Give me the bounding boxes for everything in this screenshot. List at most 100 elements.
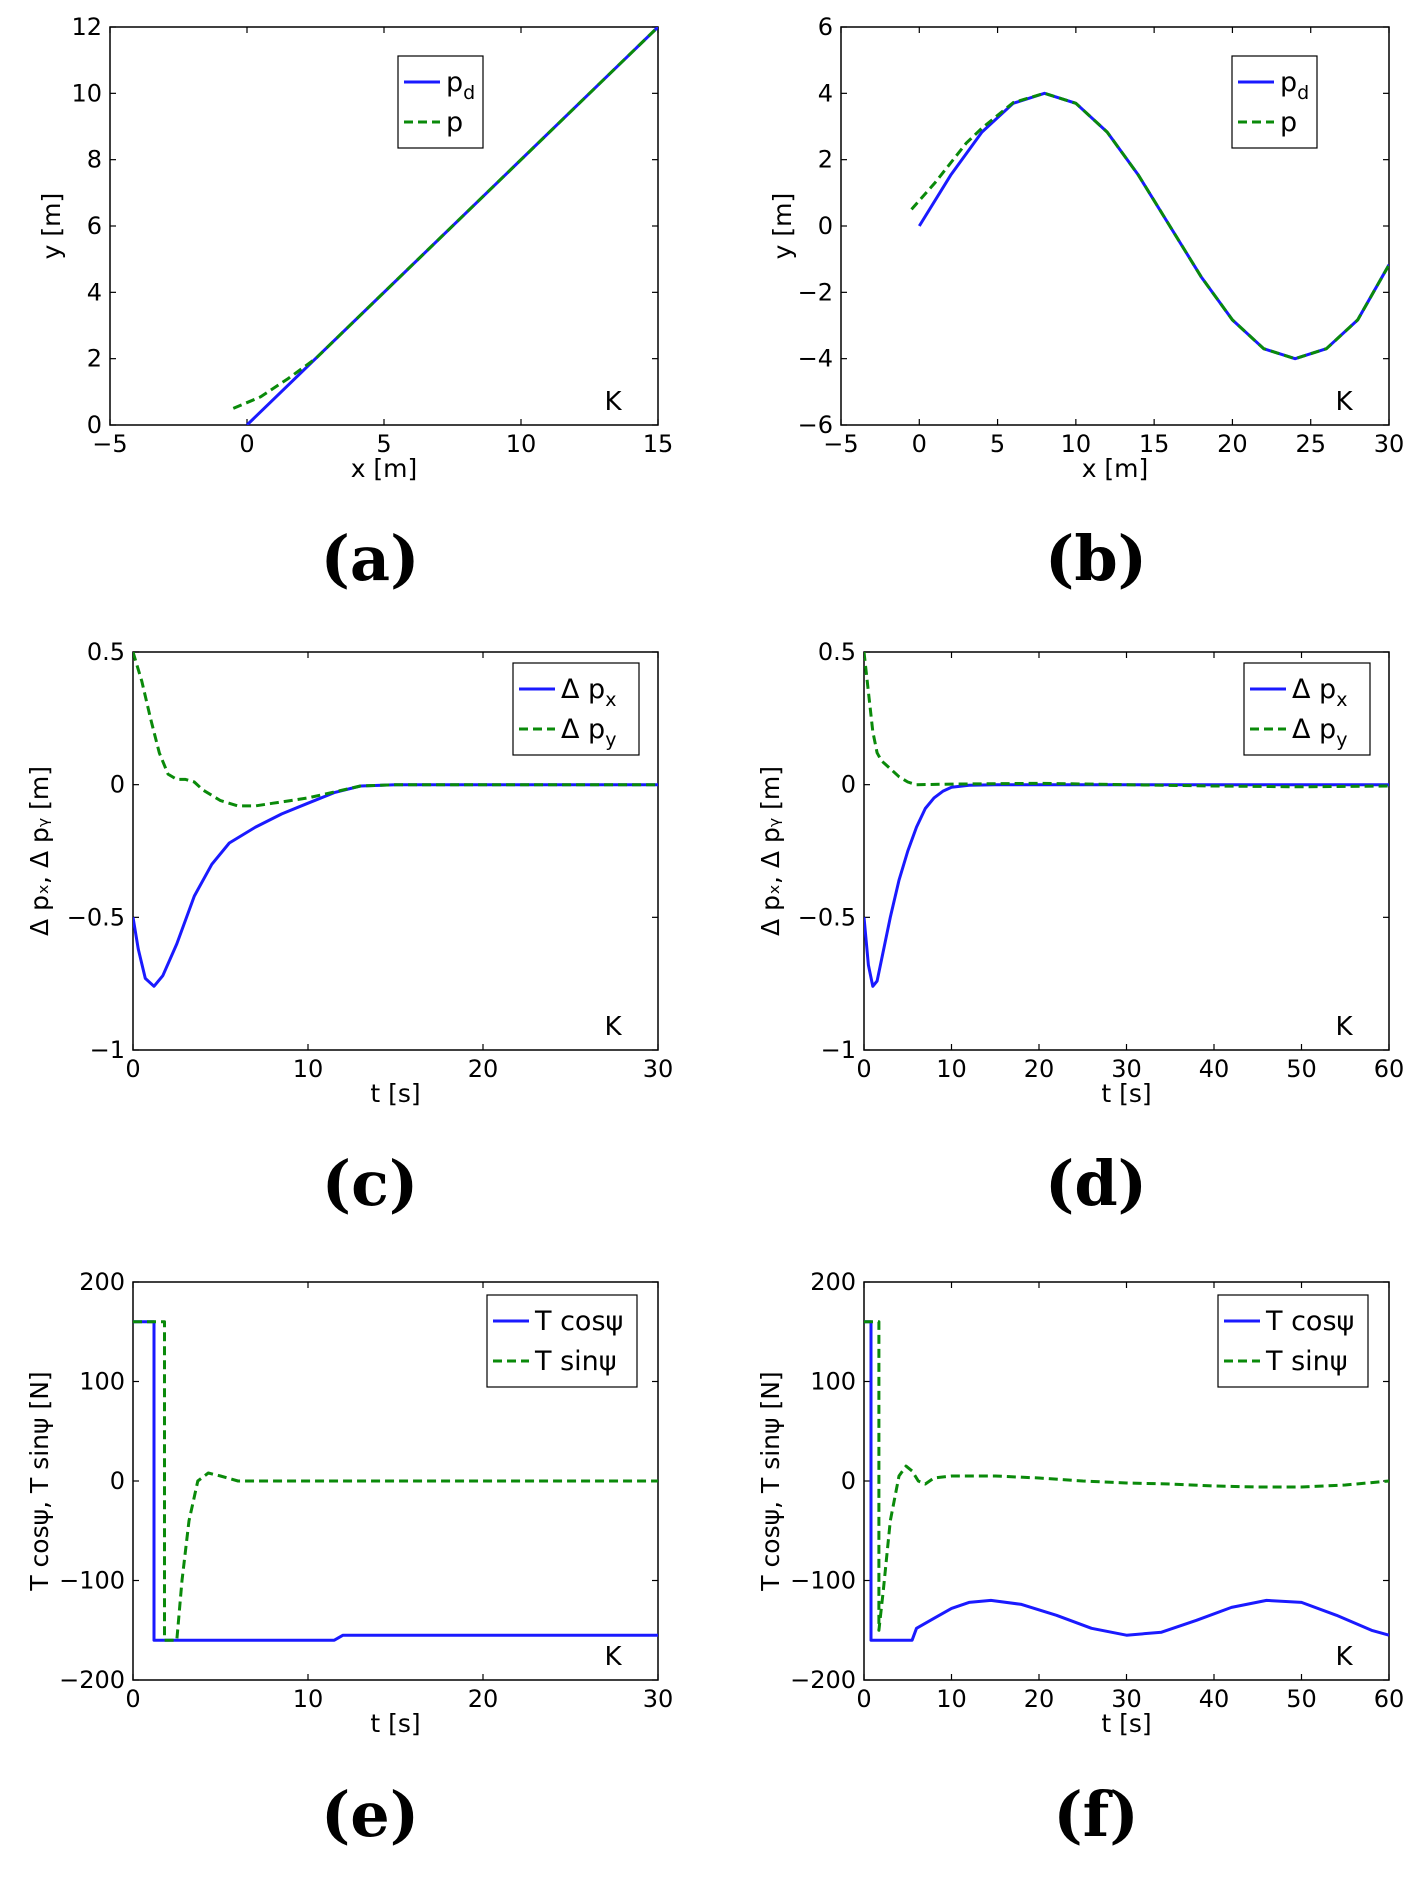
legend-entry-base: p (1280, 107, 1297, 138)
y-axis-label: T cosψ, T sinψ [N] (25, 1371, 54, 1591)
y-tick-label: 0 (110, 1467, 125, 1495)
legend-entry-base: T sinψ (1265, 1346, 1348, 1377)
y-tick-label: −1 (90, 1036, 125, 1064)
legend-entry-subscript: d (463, 82, 475, 104)
x-axis-label: t [s] (370, 1079, 420, 1108)
corner-k-label: K (604, 387, 622, 417)
legend-entry-base: T cosψ (534, 1306, 623, 1337)
x-axis-label: t [s] (370, 1709, 420, 1738)
legend-entry-desired: T cosψ (1265, 1306, 1354, 1337)
x-tick-label: 40 (1199, 1685, 1230, 1713)
series-line-actual (864, 652, 1389, 789)
x-tick-label: 30 (1111, 1055, 1142, 1083)
legend-entry-subscript: y (605, 729, 616, 751)
chart-panel-c: 0 10 20 30 −1 −0.5 0 0.5 t [s] Δ pₓ, Δ pᵧ [m] K Δ p… (25, 638, 673, 1220)
series-line-desired (864, 783, 1389, 988)
y-tick-label: 0 (110, 771, 125, 799)
x-tick-label: 10 (293, 1055, 324, 1083)
y-tick-label: 0.5 (818, 638, 856, 666)
x-axis-label: t [s] (1101, 1709, 1151, 1738)
legend-entry-subscript: d (1297, 82, 1309, 104)
legend-entry-actual: p (1280, 107, 1297, 138)
y-tick-label: −0.5 (798, 903, 856, 931)
x-tick-label: 0 (125, 1055, 140, 1083)
legend-entry-desired: Δ px (1292, 674, 1347, 711)
x-axis-label: x [m] (1082, 454, 1149, 483)
y-tick-label: −1 (821, 1036, 856, 1064)
x-tick-label: 50 (1286, 1685, 1317, 1713)
series-line-desired (918, 91, 1389, 361)
legend: Δ pxΔ py (1243, 662, 1371, 756)
legend-box (1231, 55, 1318, 149)
series-line-actual (133, 1320, 658, 1642)
y-axis-label: y [m] (37, 193, 66, 260)
corner-k-label: K (1335, 1012, 1353, 1042)
x-tick-label: 5 (990, 430, 1005, 458)
y-tick-label: 6 (818, 13, 833, 41)
legend-entry-subscript: x (605, 689, 616, 711)
y-tick-label: 2 (818, 146, 833, 174)
x-tick-label: 20 (468, 1055, 499, 1083)
x-tick-label: 20 (1024, 1055, 1055, 1083)
legend-entry-base: T sinψ (534, 1346, 617, 1377)
x-tick-label: 20 (468, 1685, 499, 1713)
x-tick-label: −5 (92, 430, 127, 458)
x-tick-label: −5 (823, 430, 858, 458)
y-tick-label: 200 (810, 1268, 856, 1296)
chart-panel-e: 0 10 20 30 −200 −100 0 100 200 t [s] T cosψ, T sin… (25, 1268, 673, 1851)
chart-panel-d: 0 10 20 30 40 50 60 −1 −0.5 0 0.5 t [s] Δ pₓ, Δ pᵧ [… (756, 638, 1404, 1220)
y-tick-label: 0 (87, 411, 102, 439)
x-tick-label: 15 (1139, 430, 1170, 458)
x-tick-label: 0 (856, 1685, 871, 1713)
legend-box (486, 1294, 638, 1388)
corner-k-label: K (604, 1012, 622, 1042)
y-tick-label: −6 (798, 411, 833, 439)
y-tick-label: 10 (71, 79, 102, 107)
legend: Δ pxΔ py (512, 662, 640, 756)
corner-k-label: K (604, 1642, 622, 1672)
y-tick-label: 0 (841, 771, 856, 799)
legend-entry-base: T cosψ (1265, 1306, 1354, 1337)
panel-label: (d) (1045, 1147, 1147, 1220)
x-tick-label: 10 (936, 1055, 967, 1083)
x-tick-label: 0 (912, 430, 927, 458)
y-tick-label: 200 (79, 1268, 125, 1296)
x-tick-label: 0 (239, 430, 254, 458)
x-tick-label: 50 (1286, 1055, 1317, 1083)
plot-area-frame (109, 26, 659, 426)
series-line-desired (864, 1320, 1389, 1642)
chart-panel-f: 0 10 20 30 40 50 60 −200 −100 0 100 200 t [s] T cosψ,… (756, 1268, 1404, 1851)
x-tick-label: 10 (1061, 430, 1092, 458)
panel-label: (e) (321, 1778, 419, 1851)
y-axis-label: Δ pₓ, Δ pᵧ [m] (756, 766, 785, 936)
y-tick-label: 0 (818, 212, 833, 240)
corner-k-label: K (1335, 1642, 1353, 1672)
y-tick-label: 0.5 (87, 638, 125, 666)
y-tick-label: −100 (59, 1567, 125, 1595)
legend-entry-actual: p (446, 107, 463, 138)
legend: T cosψ T sinψ (1217, 1294, 1369, 1388)
x-tick-label: 25 (1295, 430, 1326, 458)
legend: pdp (397, 55, 484, 149)
y-axis-label: T cosψ, T sinψ [N] (756, 1371, 785, 1591)
x-tick-label: 20 (1024, 1685, 1055, 1713)
y-tick-label: 4 (87, 278, 102, 306)
legend-entry-base: p (1280, 67, 1297, 98)
legend-entry-desired: Δ px (561, 674, 616, 711)
y-tick-label: −0.5 (67, 903, 125, 931)
legend-entry-actual: T sinψ (1265, 1346, 1348, 1377)
x-tick-label: 0 (125, 1685, 140, 1713)
legend-entry-actual: Δ py (561, 714, 616, 751)
series-line-actual (864, 1320, 1389, 1632)
y-tick-label: −100 (790, 1567, 856, 1595)
y-tick-label: −200 (790, 1666, 856, 1694)
y-tick-label: 8 (87, 146, 102, 174)
x-axis-label: t [s] (1101, 1079, 1151, 1108)
corner-k-label: K (1335, 387, 1353, 417)
y-tick-label: 0 (841, 1467, 856, 1495)
x-tick-label: 10 (506, 430, 537, 458)
y-axis-label: Δ pₓ, Δ pᵧ [m] (25, 766, 54, 936)
